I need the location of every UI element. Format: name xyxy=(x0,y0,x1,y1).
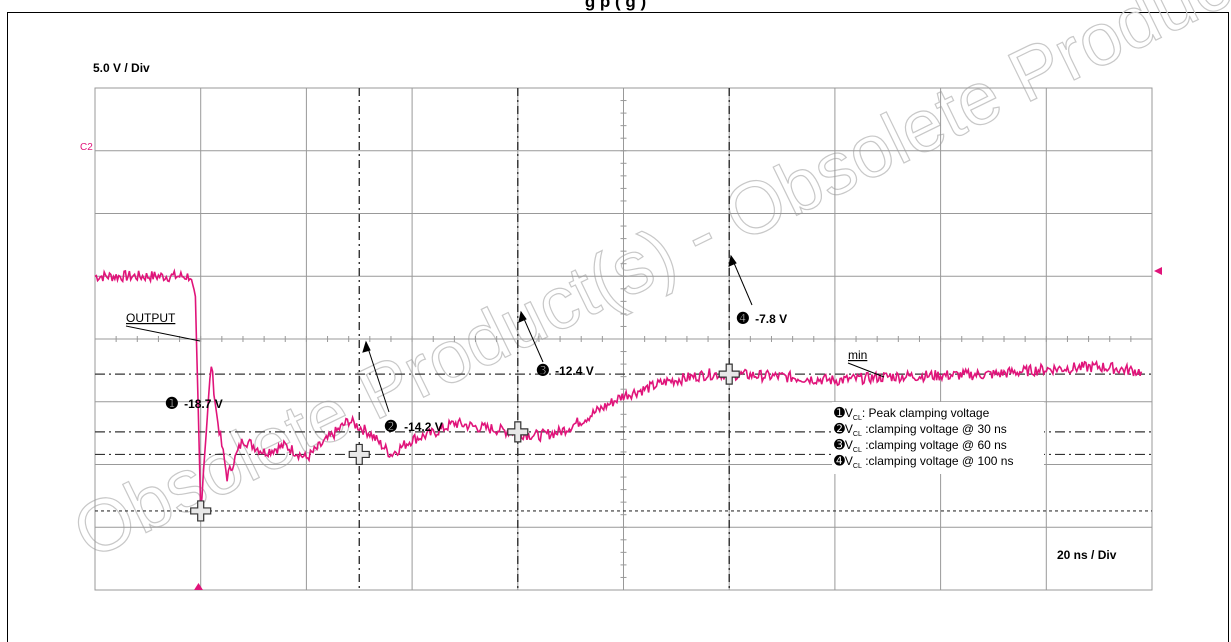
callout-3-label: ➌ -12.4 V xyxy=(536,362,594,378)
output-leader-line xyxy=(125,325,201,342)
watermark-text: Obsolete Product(s) - Obsolete Product(s… xyxy=(61,0,1231,574)
legend-item-3: ➌VCL :clamping voltage @ 60 ns xyxy=(834,437,1007,454)
crosshair-marker xyxy=(507,421,529,443)
figure-title: g p ( g ) xyxy=(584,0,647,11)
callout-marker-2 xyxy=(348,443,370,466)
callout-marker-3 xyxy=(507,421,529,443)
callout-1-label: ➊ -18.7 V xyxy=(165,395,223,411)
horizontal-scale-label: 20 ns / Div xyxy=(1057,548,1117,562)
callout-markers xyxy=(190,363,740,522)
crosshair-marker xyxy=(190,500,212,522)
min-leader-line xyxy=(847,362,885,378)
callout-arrows xyxy=(362,254,753,413)
legend: ➊VCL: Peak clamping voltage ➋VCL :clampi… xyxy=(834,405,1013,470)
trigger-level-marker xyxy=(1154,267,1162,275)
callout-marker-4 xyxy=(718,363,740,385)
crosshair-marker xyxy=(348,443,370,466)
output-annotation: OUTPUT xyxy=(126,311,176,325)
legend-item-2: ➋VCL :clamping voltage @ 30 ns xyxy=(834,421,1007,438)
scope-grid xyxy=(94,87,1153,591)
legend-item-1: ➊VCL: Peak clamping voltage xyxy=(834,405,990,422)
callout-2-label: ➋ -14.2 V xyxy=(384,418,443,434)
callout-4-label: ➍ -7.8 V xyxy=(736,310,787,326)
legend-item-4: ➍VCL :clamping voltage @ 100 ns xyxy=(834,453,1013,470)
min-annotation: min xyxy=(848,348,867,362)
callout-marker-1 xyxy=(190,500,212,522)
vertical-scale-label: 5.0 V / Div xyxy=(93,61,150,75)
crosshair-marker xyxy=(718,363,740,385)
figure-frame xyxy=(7,12,1229,642)
legend-box xyxy=(832,402,1044,474)
signal-trace xyxy=(94,268,1143,511)
channel-label: C2 xyxy=(80,142,93,153)
trigger-position-marker xyxy=(194,583,203,590)
